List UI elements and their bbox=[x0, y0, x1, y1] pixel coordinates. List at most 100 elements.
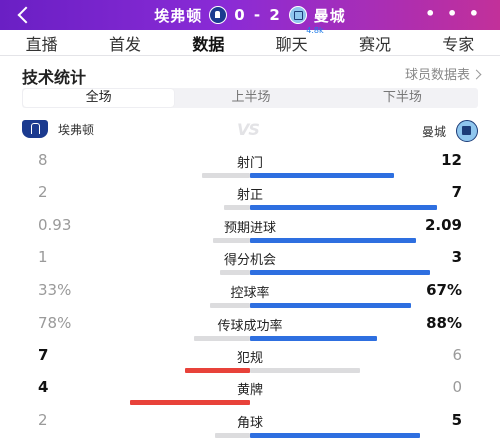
home-stat-value: 1 bbox=[38, 248, 48, 266]
home-stat-bar bbox=[185, 368, 250, 373]
away-bar-track bbox=[250, 173, 450, 178]
away-stat-bar bbox=[250, 433, 421, 438]
match-tabs: 直播 首发 数据 聊天 4.8k 赛况 专家 bbox=[0, 26, 500, 61]
home-bar-track bbox=[50, 238, 250, 243]
away-stat-bar bbox=[250, 270, 430, 275]
away-bar-track bbox=[250, 368, 450, 373]
man-city-badge-icon bbox=[288, 6, 307, 24]
home-stat-bar bbox=[210, 303, 250, 308]
home-bar-track bbox=[50, 205, 250, 210]
match-score: 0 - 2 bbox=[234, 6, 282, 24]
home-stat-value: 0.93 bbox=[38, 216, 72, 234]
teams-row: 埃弗顿 VS 曼城 bbox=[0, 120, 500, 142]
away-stat-bar bbox=[250, 238, 416, 243]
stat-row: 0.93 预期进球 2.09 bbox=[0, 216, 500, 248]
home-stat-bar bbox=[223, 205, 250, 210]
stat-row: 8 射门 12 bbox=[0, 151, 500, 183]
away-stat-value: 0 bbox=[452, 378, 462, 396]
stat-label: 控球率 bbox=[230, 286, 270, 301]
home-bar-track bbox=[50, 368, 250, 373]
home-team: 埃弗顿 bbox=[22, 120, 94, 138]
stat-row: 2 射正 7 bbox=[0, 183, 500, 215]
home-stat-bar bbox=[220, 270, 250, 275]
home-team-name: 埃弗顿 bbox=[154, 6, 203, 25]
section-title: 技术统计 bbox=[22, 68, 87, 87]
period-selector: 全场 上半场 下半场 bbox=[22, 88, 478, 108]
stat-label: 黄牌 bbox=[236, 383, 263, 398]
home-bar-track bbox=[50, 270, 250, 275]
stat-label: 射正 bbox=[236, 188, 263, 203]
player-stats-link[interactable]: 球员数据表 bbox=[404, 64, 482, 83]
away-bar-track bbox=[250, 238, 450, 243]
segment-first-half[interactable]: 上半场 bbox=[231, 90, 271, 105]
vs-mark: VS bbox=[237, 120, 260, 139]
home-stat-value: 78% bbox=[38, 314, 72, 332]
home-stat-value: 7 bbox=[38, 346, 49, 364]
away-team: 曼城 bbox=[422, 120, 478, 142]
home-bar-track bbox=[50, 303, 250, 308]
home-stat-bar bbox=[202, 173, 250, 178]
home-stat-bar bbox=[212, 238, 250, 243]
away-stat-value: 88% bbox=[426, 314, 462, 332]
segment-full-match[interactable]: 全场 bbox=[23, 89, 175, 107]
away-bar-track bbox=[250, 303, 450, 308]
away-stat-value: 2.09 bbox=[424, 216, 462, 234]
stat-row: 78% 传球成功率 88% bbox=[0, 314, 500, 346]
away-stat-value: 6 bbox=[452, 346, 462, 364]
tab-experts[interactable]: 专家 bbox=[442, 34, 475, 54]
stat-label: 得分机会 bbox=[223, 253, 276, 268]
more-dots-icon[interactable]: • • • bbox=[425, 4, 482, 23]
stats-card: 技术统计 球员数据表 全场 上半场 下半场 埃弗顿 VS 曼城 8 射门 12 2 射正… bbox=[0, 56, 500, 440]
away-stat-bar bbox=[250, 205, 438, 210]
match-header: 埃弗顿 0 - 2 曼城 • • • bbox=[0, 0, 500, 30]
home-stat-bar bbox=[130, 400, 250, 405]
away-team-label: 曼城 bbox=[421, 124, 446, 139]
home-bar-track bbox=[50, 173, 250, 178]
away-bar-track bbox=[250, 433, 450, 438]
chevron-right-icon bbox=[471, 69, 482, 80]
away-bar-track bbox=[250, 400, 450, 405]
away-stat-value: 3 bbox=[451, 248, 462, 266]
everton-logo-icon bbox=[22, 120, 48, 138]
home-stat-value: 33% bbox=[38, 281, 72, 299]
stat-row: 4 黄牌 0 bbox=[0, 378, 500, 410]
tab-live[interactable]: 直播 bbox=[25, 34, 58, 54]
stat-row: 33% 控球率 67% bbox=[0, 281, 500, 313]
away-stat-bar bbox=[250, 368, 361, 373]
stat-label: 预期进球 bbox=[223, 221, 276, 236]
chat-count-badge: 4.8k bbox=[306, 25, 324, 35]
scoreboard: 埃弗顿 0 - 2 曼城 bbox=[0, 4, 500, 26]
away-team-name: 曼城 bbox=[313, 6, 346, 25]
away-bar-track bbox=[250, 270, 450, 275]
stat-label: 射门 bbox=[236, 156, 263, 171]
home-bar-track bbox=[50, 400, 250, 405]
away-stat-value: 12 bbox=[441, 151, 462, 169]
home-stat-bar bbox=[215, 433, 250, 438]
stat-row: 2 角球 5 bbox=[0, 411, 500, 440]
away-stat-value: 5 bbox=[451, 411, 462, 429]
player-stats-link-label: 球员数据表 bbox=[404, 68, 470, 83]
tab-lineup[interactable]: 首发 bbox=[108, 34, 141, 54]
away-bar-track bbox=[250, 336, 450, 341]
away-stat-value: 7 bbox=[451, 183, 462, 201]
home-stat-value: 2 bbox=[38, 411, 48, 429]
away-stat-bar bbox=[250, 336, 378, 341]
everton-badge-icon bbox=[209, 6, 228, 24]
home-team-label: 埃弗顿 bbox=[58, 122, 95, 137]
home-stat-value: 4 bbox=[38, 378, 49, 396]
stat-label: 传球成功率 bbox=[217, 319, 283, 334]
tab-chat[interactable]: 聊天 4.8k bbox=[272, 26, 324, 55]
tab-chat-label: 聊天 bbox=[275, 34, 308, 54]
segment-second-half[interactable]: 下半场 bbox=[382, 90, 422, 105]
home-stat-value: 8 bbox=[38, 151, 48, 169]
home-stat-value: 2 bbox=[38, 183, 48, 201]
stat-row: 1 得分机会 3 bbox=[0, 248, 500, 280]
stat-row: 7 犯规 6 bbox=[0, 346, 500, 378]
tab-events[interactable]: 赛况 bbox=[358, 34, 391, 54]
stat-label: 角球 bbox=[236, 416, 263, 431]
away-bar-track bbox=[250, 205, 450, 210]
home-bar-track bbox=[50, 336, 250, 341]
home-stat-bar bbox=[193, 336, 250, 341]
away-stat-value: 67% bbox=[426, 281, 462, 299]
tab-stats[interactable]: 数据 bbox=[188, 31, 228, 61]
